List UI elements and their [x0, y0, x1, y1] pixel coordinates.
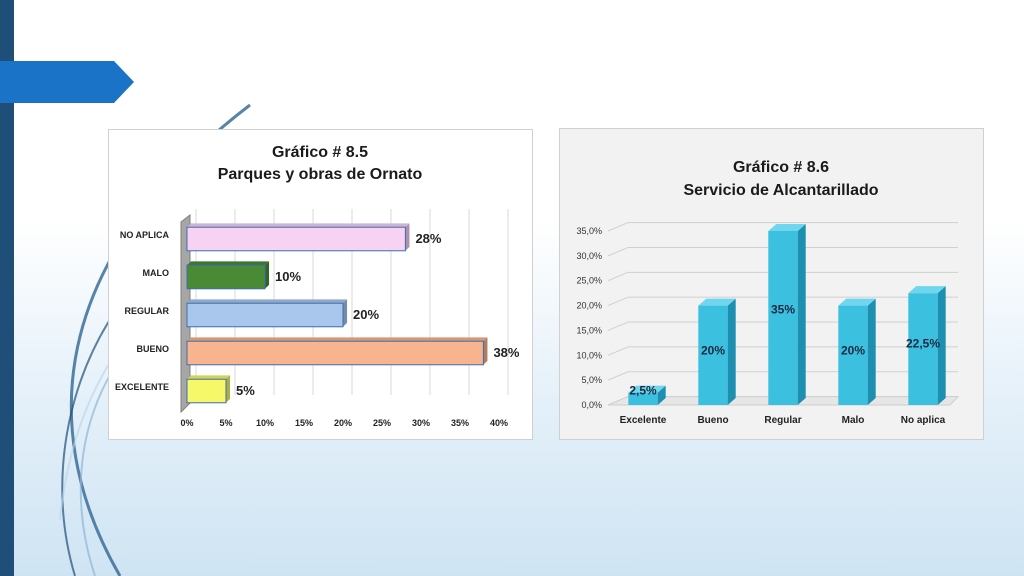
chart2-y-tick: 30,0%	[576, 251, 602, 261]
chart2-data-label: 22,5%	[906, 336, 940, 350]
sidebar-stripe	[0, 0, 14, 576]
chart1-bar	[186, 302, 344, 328]
chart2-bar	[908, 293, 938, 405]
chart2-title: Gráfico # 8.6	[733, 159, 829, 176]
accent-arrow	[0, 61, 134, 103]
chart1-data-label: 20%	[353, 307, 379, 322]
chart1-bar-top	[187, 223, 410, 228]
chart1-x-tick: 40%	[490, 418, 508, 428]
chart2-gridline-diag	[607, 271, 629, 282]
chart2-bar-top	[628, 385, 666, 393]
chart1-x-tick: 5%	[219, 418, 232, 428]
chart1-x-tick: 10%	[256, 418, 274, 428]
chart1-category-label: NO APLICA	[120, 230, 170, 240]
chart2-gridline-diag	[607, 321, 629, 331]
chart2-y-tick: 15,0%	[576, 325, 602, 335]
chart2-bar-top	[908, 286, 946, 294]
chart1-x-tick: 30%	[412, 418, 430, 428]
chart2-y-tick: 0,0%	[581, 400, 602, 410]
chart1-x-tick: 0%	[180, 418, 193, 428]
chart1-x-tick: 35%	[451, 418, 469, 428]
chart2-bar-side	[657, 385, 666, 405]
chart2-y-tick: 20,0%	[576, 301, 602, 311]
chart1-bar-top	[187, 299, 348, 304]
chart2-bar	[628, 392, 658, 405]
chart2-gridline-diag	[607, 371, 629, 381]
chart1-x-tick: 25%	[373, 418, 391, 428]
chart1-bar-side	[265, 261, 270, 289]
chart1-category-label: MALO	[143, 268, 170, 278]
chart1-bar	[186, 378, 227, 404]
chart-parques-svg: Gráfico # 8.5 Parques y obras de Ornato …	[115, 144, 520, 428]
chart1-category-label: EXCELENTE	[115, 382, 169, 392]
chart1-x-tick: 15%	[295, 418, 313, 428]
chart2-data-label: 2,5%	[629, 384, 657, 398]
chart2-bar-top	[838, 298, 876, 306]
chart2-bar-top	[768, 224, 806, 231]
chart2-data-label: 20%	[841, 343, 865, 357]
chart1-bar-side	[405, 223, 410, 251]
chart2-y-tick: 25,0%	[576, 276, 602, 286]
chart2-bar-top	[698, 298, 736, 306]
chart1-bar	[186, 226, 406, 252]
chart1-data-label: 28%	[415, 231, 441, 246]
chart-panel-parques: Gráfico # 8.5 Parques y obras de Ornato …	[108, 129, 533, 440]
chart1-bar	[186, 340, 484, 366]
chart1-category-label: REGULAR	[125, 306, 170, 316]
chart1-bar-top	[187, 261, 270, 266]
chart2-bar	[838, 305, 868, 405]
chart1-category-label: BUENO	[136, 344, 169, 354]
chart1-data-label: 10%	[275, 269, 301, 284]
chart2-category-label: No aplica	[901, 415, 946, 426]
chart1-title: Gráfico # 8.5	[272, 144, 368, 161]
chart1-bar	[186, 264, 266, 290]
chart2-y-tick: 5,0%	[581, 375, 602, 385]
chart2-category-label: Excelente	[620, 415, 667, 426]
chart2-category-label: Regular	[764, 415, 801, 426]
chart1-bar-side	[226, 375, 231, 403]
chart2-bar	[768, 231, 798, 405]
chart2-gridline-diag	[607, 346, 629, 356]
chart2-category-label: Bueno	[697, 415, 728, 426]
chart2-bar-side	[937, 286, 946, 405]
chart2-bar-side	[867, 298, 876, 405]
chart1-data-label: 38%	[493, 345, 519, 360]
chart2-bar-side	[797, 224, 806, 405]
chart1-subtitle: Parques y obras de Ornato	[218, 166, 423, 183]
chart2-gridline-diag	[607, 222, 629, 232]
chart2-bar-side	[727, 298, 736, 405]
chart2-data-label: 20%	[701, 343, 725, 357]
chart1-bar-side	[483, 337, 488, 365]
chart2-bar	[698, 305, 728, 405]
chart2-data-label: 35%	[771, 302, 795, 316]
chart2-y-tick: 10,0%	[576, 350, 602, 360]
chart-panel-alcantarillado: Gráfico # 8.6 Servicio de Alcantarillado…	[559, 128, 984, 440]
chart1-bar-top	[187, 375, 231, 380]
chart1-bar-top	[187, 337, 488, 342]
chart1-x-tick: 20%	[334, 418, 352, 428]
chart2-category-label: Malo	[842, 415, 865, 426]
chart2-y-tick: 35,0%	[576, 226, 602, 236]
chart1-data-label: 5%	[236, 383, 255, 398]
chart-alcantarillado-svg: Gráfico # 8.6 Servicio de Alcantarillado…	[576, 159, 960, 426]
chart1-bar-side	[343, 299, 348, 327]
chart2-gridline-diag	[607, 296, 629, 307]
chart2-gridline-diag	[607, 246, 629, 257]
chart2-subtitle: Servicio de Alcantarillado	[683, 182, 878, 199]
